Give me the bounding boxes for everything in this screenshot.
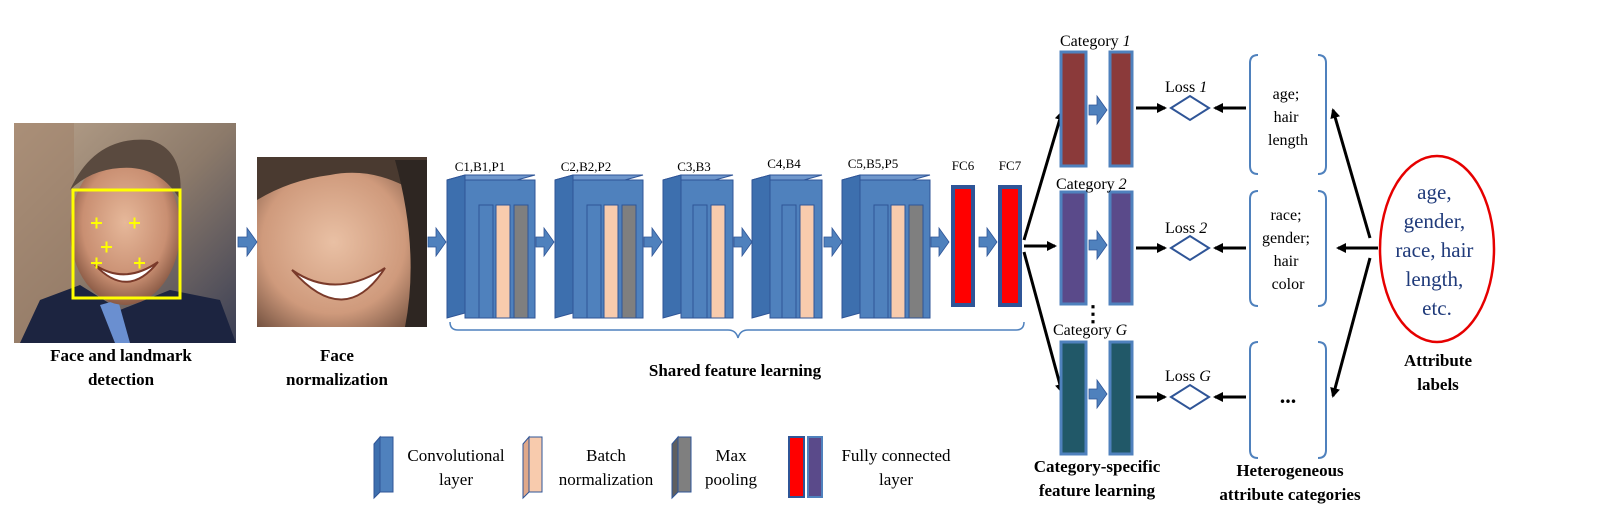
layer-label-c4: C4,B4 — [767, 156, 801, 171]
legend-batch-norm-icon — [522, 435, 543, 500]
attribute-labels-caption: Attribute labels — [1392, 349, 1484, 397]
layer-block-c2 — [554, 174, 644, 319]
loss-arrows — [1136, 103, 1246, 402]
vertical-dots: ⋮ — [1082, 301, 1104, 326]
loss-1-diamond — [1169, 94, 1211, 122]
layer-block-c5 — [841, 174, 931, 319]
legend-max-pool-icon — [671, 435, 692, 500]
legend-fc-label: Fully connected layer — [826, 444, 966, 492]
loss-1-label: Loss 1 — [1165, 79, 1207, 96]
category-specific-line1: Category-specific — [1033, 457, 1161, 476]
loss-g-diamond — [1169, 383, 1211, 411]
layer-block-c4 — [751, 174, 823, 319]
face-detection-line1: Face and landmark — [50, 346, 192, 365]
heterogeneous-line2: attribute categories — [1219, 485, 1361, 504]
category-2-label: Category 2 — [1056, 176, 1127, 193]
attribute-labels-text: age, gender, race, hair length, etc. — [1395, 180, 1478, 320]
attribute-labels-line2: labels — [1417, 375, 1459, 394]
legend-conv-line1: Convolutional — [407, 446, 505, 465]
layer-label-fc6: FC6 — [952, 158, 975, 173]
legend-batch-norm-line1: Batch — [586, 446, 626, 465]
category-g-label: Category G — [1053, 322, 1128, 339]
face-normalization-line2: normalization — [286, 370, 388, 389]
layer-label-c2: C2,B2,P2 — [561, 159, 612, 174]
layer-label-c3: C3,B3 — [677, 159, 711, 174]
shared-feature-brace — [449, 321, 1025, 339]
fc7-layer — [998, 185, 1022, 307]
category-2-branch — [1059, 190, 1134, 306]
legend-conv-icon — [373, 435, 394, 500]
layer-label-fc7: FC7 — [999, 158, 1022, 173]
layer-label-c5: C5,B5,P5 — [848, 156, 899, 171]
shared-learning-caption: Shared feature learning — [648, 361, 822, 380]
category-g-branch — [1059, 340, 1134, 456]
category-specific-line2: feature learning — [1038, 481, 1156, 500]
legend-conv-label: Convolutional layer — [396, 444, 516, 492]
category-1-branch — [1059, 50, 1134, 168]
legend-fc-line1: Fully connected — [841, 446, 951, 465]
face-detection-line2: detection — [87, 370, 155, 389]
face-normalization-caption: Face normalization — [262, 344, 412, 392]
face-normalization-line1: Face — [320, 346, 354, 365]
loss-2-diamond — [1169, 234, 1211, 262]
legend-batch-norm-label: Batch normalization — [546, 444, 666, 492]
fc6-layer — [951, 185, 975, 307]
category-specific-caption: Category-specific feature learning — [1012, 455, 1182, 503]
attribute-labels-ellipse — [1378, 154, 1496, 344]
heterogeneous-line1: Heterogeneous — [1236, 461, 1344, 480]
layer-block-c3 — [662, 174, 734, 319]
legend-fc-line2: layer — [879, 470, 913, 489]
pipeline-arrows — [237, 226, 998, 258]
legend-max-pool-line1: Max — [715, 446, 747, 465]
face-photo — [14, 123, 236, 343]
category-2-attributes: race; gender; hair color — [1262, 207, 1314, 293]
landmark-markers — [91, 217, 145, 269]
layer-label-c1: C1,B1,P1 — [455, 159, 506, 174]
fan-out-arrows — [1022, 110, 1065, 394]
attribute-labels-line1: Attribute — [1404, 351, 1472, 370]
legend-fc-icon — [788, 436, 823, 498]
category-1-label: Category 1 — [1060, 33, 1131, 50]
face-bounding-box — [71, 188, 182, 300]
category-g-attributes: ... — [1280, 383, 1297, 408]
legend-conv-line2: layer — [439, 470, 473, 489]
face-detection-caption: Face and landmark detection — [16, 344, 226, 392]
category-1-attributes: age; hair length — [1268, 86, 1308, 149]
legend-max-pool-label: Max pooling — [696, 444, 766, 492]
legend-batch-norm-line2: normalization — [558, 470, 654, 489]
legend-max-pool-line2: pooling — [705, 470, 757, 489]
attribute-brackets — [1249, 54, 1327, 459]
heterogeneous-caption: Heterogeneous attribute categories — [1198, 459, 1382, 507]
label-split-arrows — [1330, 108, 1378, 398]
normalized-face-photo — [257, 157, 427, 327]
loss-g-label: Loss G — [1165, 368, 1211, 385]
loss-2-label: Loss 2 — [1165, 220, 1207, 237]
layer-block-c1 — [446, 174, 536, 319]
